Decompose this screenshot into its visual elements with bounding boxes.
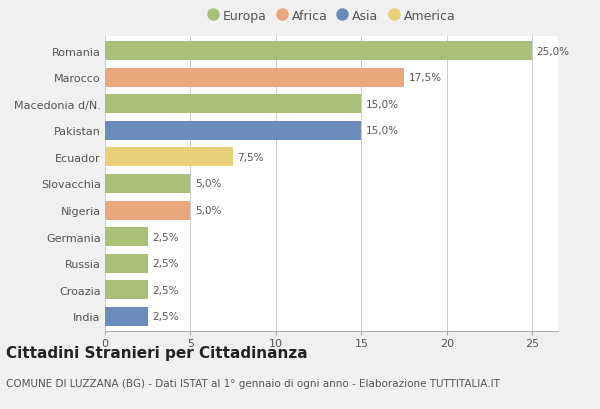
Bar [105, 148, 233, 167]
Bar [105, 281, 148, 300]
Bar [105, 95, 361, 114]
Bar [105, 68, 404, 88]
Text: 2,5%: 2,5% [152, 285, 179, 295]
Text: Cittadini Stranieri per Cittadinanza: Cittadini Stranieri per Cittadinanza [6, 346, 308, 361]
Legend: Europa, Africa, Asia, America: Europa, Africa, Asia, America [203, 4, 460, 28]
Text: 17,5%: 17,5% [409, 73, 442, 83]
Bar [105, 307, 148, 326]
Text: 25,0%: 25,0% [536, 46, 569, 56]
Text: 2,5%: 2,5% [152, 258, 179, 269]
Bar [105, 201, 190, 220]
Text: 15,0%: 15,0% [365, 126, 398, 136]
Text: 2,5%: 2,5% [152, 232, 179, 242]
Text: 15,0%: 15,0% [365, 99, 398, 110]
Bar [105, 254, 148, 273]
Text: COMUNE DI LUZZANA (BG) - Dati ISTAT al 1° gennaio di ogni anno - Elaborazione TU: COMUNE DI LUZZANA (BG) - Dati ISTAT al 1… [6, 378, 500, 388]
Bar [105, 227, 148, 247]
Text: 5,0%: 5,0% [195, 206, 221, 216]
Text: 5,0%: 5,0% [195, 179, 221, 189]
Bar [105, 121, 361, 141]
Text: 2,5%: 2,5% [152, 312, 179, 322]
Bar [105, 42, 532, 61]
Text: 7,5%: 7,5% [238, 153, 264, 162]
Bar [105, 175, 190, 193]
